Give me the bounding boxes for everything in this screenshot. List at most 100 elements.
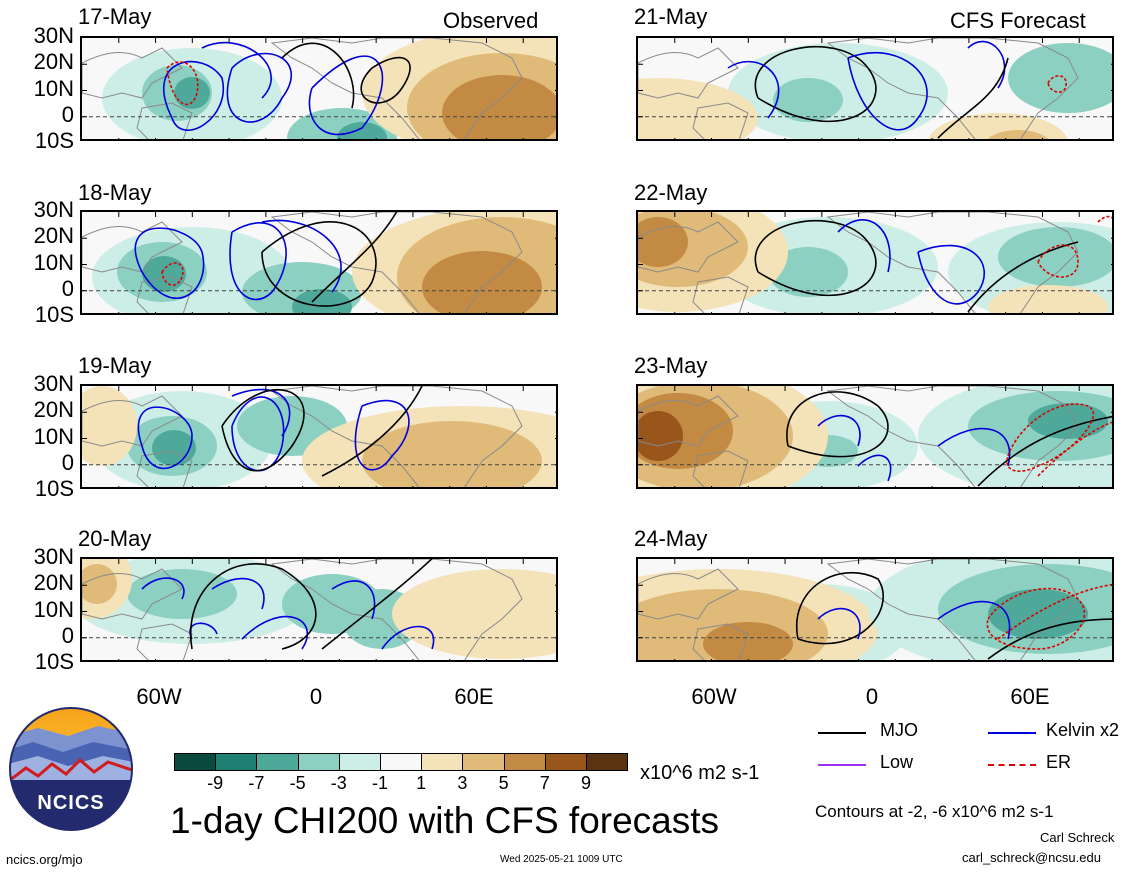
chi-anomaly-region	[1028, 403, 1108, 439]
chi-anomaly-region	[768, 247, 848, 297]
filtered-contour	[1037, 421, 1112, 477]
filtered-contour	[987, 618, 1112, 660]
chi-anomaly-region	[998, 227, 1112, 287]
coastline	[82, 47, 183, 99]
lon-tick-label: 60W	[136, 684, 182, 709]
filtered-contour	[281, 42, 355, 109]
map-panel	[636, 384, 1114, 489]
footer-url[interactable]: ncics.org/mjo	[6, 852, 83, 867]
coastline	[270, 38, 523, 139]
lat-tick-label: 20N	[33, 49, 74, 75]
colorbar-swatch	[462, 753, 505, 771]
coastline	[826, 212, 1079, 313]
filtered-contour	[727, 60, 780, 119]
colorbar-swatch	[421, 753, 464, 771]
filtered-contour	[211, 577, 265, 610]
coastline	[270, 386, 523, 487]
filtered-contour	[241, 615, 309, 650]
chi-anomaly-region	[337, 122, 387, 139]
coastline	[826, 559, 1079, 660]
filtered-contour	[229, 222, 287, 301]
filtered-contour	[795, 571, 884, 645]
colorbar-swatch	[380, 753, 423, 771]
filtered-contour	[331, 580, 376, 620]
colorbar-tick-label: 3	[457, 773, 468, 793]
legend-line-er	[988, 764, 1036, 766]
filtered-contour	[231, 396, 285, 472]
map-panel	[80, 557, 558, 662]
lat-tick-label: 10N	[33, 423, 74, 449]
colorbar-swatch	[215, 753, 258, 771]
chi-anomaly-region	[1008, 43, 1112, 113]
chi-anomaly-region	[773, 78, 843, 122]
legend-line-mjo	[818, 732, 866, 734]
lat-tick-label: 30N	[33, 197, 74, 222]
filtered-contour	[917, 244, 985, 305]
filtered-contour	[977, 415, 1112, 487]
lat-tick-label: 10S	[34, 649, 74, 674]
lat-tick-label: 0	[61, 622, 74, 648]
footer-author: Carl Schreck	[1040, 830, 1115, 845]
chi-anomaly-region	[292, 289, 352, 313]
lat-tick-label: 30N	[33, 544, 74, 569]
lon-tick-label: 0	[865, 684, 879, 709]
chi-anomaly-region	[174, 77, 210, 109]
colorbar-swatch	[297, 753, 340, 771]
coastline	[82, 221, 183, 273]
panel-date-label: 19-May	[78, 353, 152, 378]
colorbar-tick-label: 9	[580, 773, 592, 793]
chi-anomaly-region	[362, 421, 542, 487]
legend-label-er: ER	[1046, 752, 1072, 772]
filtered-contour	[261, 219, 342, 293]
filtered-contour	[360, 56, 411, 104]
colorbar-tick-label: 5	[498, 773, 509, 793]
legend-label-kelvin: Kelvin x2	[1046, 720, 1120, 740]
map-panel	[636, 210, 1114, 315]
filtered-contour	[967, 40, 1006, 89]
filtered-contour	[847, 52, 928, 131]
coastline	[270, 559, 523, 660]
map-panel	[636, 36, 1114, 141]
filtered-contour	[817, 414, 861, 447]
colorbar-swatch	[544, 753, 587, 771]
filtered-contour	[311, 212, 398, 303]
filtered-contour	[857, 454, 892, 482]
panel-date-label: 21-May	[634, 4, 708, 29]
colorbar-tick-label: -5	[289, 773, 306, 793]
lat-tick-label: 0	[61, 101, 74, 127]
chi-anomaly-region	[988, 589, 1088, 639]
filtered-contour	[166, 61, 199, 106]
colorbar-unit: x10^6 m2 s-1	[640, 762, 760, 784]
filtered-contour	[221, 389, 305, 472]
filtered-contour	[308, 55, 384, 136]
colorbar-swatch	[174, 753, 217, 771]
footer-email[interactable]: carl_schreck@ncsu.edu	[962, 850, 1101, 865]
contour-note: Contours at -2, -6 x10^6 m2 s-1	[815, 802, 1054, 821]
coastline	[638, 395, 739, 447]
coastline	[692, 450, 749, 487]
chi-anomaly-region	[988, 285, 1108, 313]
panel-date-label: 22-May	[634, 180, 708, 205]
lon-tick-label: 60E	[454, 684, 494, 709]
panel-date-label: 23-May	[634, 353, 708, 378]
coastline	[136, 276, 193, 313]
filtered-contour	[321, 386, 423, 477]
lat-tick-label: 10S	[34, 302, 74, 327]
filtered-contour	[1006, 403, 1095, 472]
forecast-header: CFS Forecast	[950, 8, 1086, 33]
coastline	[136, 450, 193, 487]
filtered-contour	[837, 219, 891, 273]
lat-tick-label: 10S	[34, 476, 74, 501]
filtered-contour	[226, 52, 293, 123]
filtered-contour	[161, 262, 184, 286]
coastline	[82, 395, 183, 447]
colorbar-swatch	[256, 753, 299, 771]
map-panel	[80, 36, 558, 141]
chi-anomaly-region	[638, 411, 683, 461]
logo-text: NCICS	[37, 792, 105, 814]
filtered-contour	[1037, 244, 1079, 278]
chi-anomaly-region	[127, 569, 237, 619]
filtered-contour	[321, 559, 433, 650]
lat-tick-label: 20N	[33, 223, 74, 249]
colorbar-tick-label: -9	[207, 773, 224, 793]
